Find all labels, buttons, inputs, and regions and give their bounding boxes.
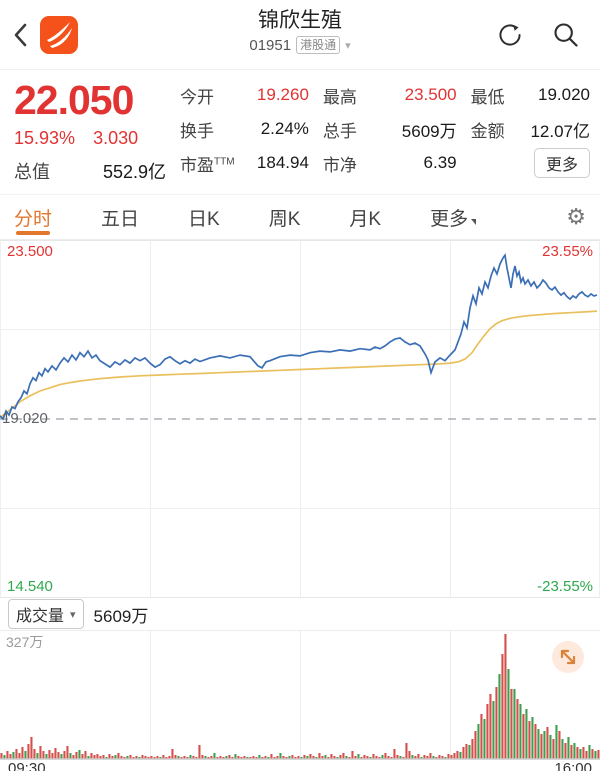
mktcap-label: 总值 xyxy=(14,162,50,182)
more-button[interactable]: 更多 xyxy=(533,148,590,178)
y-max-label: 23.500 xyxy=(7,243,53,260)
quote-panel: 22.050 15.93% 3.030 总值 552.9亿 今开 19.260 最高… xyxy=(0,70,600,194)
pct-min-label: -23.55% xyxy=(537,578,593,595)
dropdown-triangle-icon xyxy=(471,219,477,225)
chevron-left-icon xyxy=(14,23,27,46)
time-axis: 09:30 16:00 xyxy=(0,760,600,771)
change-amount: 3.030 xyxy=(93,128,139,148)
header: 锦欣生殖 01951 港股通 ▾ xyxy=(0,0,600,70)
stat-value: 184.94 xyxy=(256,153,309,172)
stat-今开: 今开 19.260 xyxy=(180,83,309,108)
stat-总手: 总手 5609万 xyxy=(323,117,457,142)
price-line xyxy=(0,253,598,421)
back-button[interactable] xyxy=(4,13,38,57)
tab-label: 五日 xyxy=(101,208,140,230)
mktcap-value: 552.9亿 xyxy=(102,162,166,182)
search-icon[interactable] xyxy=(552,21,580,49)
tab-周K[interactable]: 周K xyxy=(269,195,301,239)
market-tag: 港股通 xyxy=(296,36,341,54)
stat-value: 12.07亿 xyxy=(530,121,590,141)
volume-header: 成交量 ▾ 5609万 xyxy=(0,598,600,631)
tab-分时[interactable]: 分时 xyxy=(14,195,52,239)
tab-更多[interactable]: 更多 xyxy=(430,195,477,239)
current-price: 22.050 xyxy=(14,77,134,123)
stat-最低: 最低 19.020 xyxy=(471,83,590,108)
tab-label: 日K xyxy=(188,208,220,230)
tab-label: 更多 xyxy=(430,208,469,230)
stat-label: 市净 xyxy=(322,155,357,175)
stat-value: 19.020 xyxy=(538,85,590,104)
tab-label: 月K xyxy=(349,208,382,230)
stat-市盈: 市盈TTM 184.94 xyxy=(180,151,309,176)
tab-五日[interactable]: 五日 xyxy=(101,195,139,239)
price-chart-svg xyxy=(0,240,600,598)
stat-value: 6.39 xyxy=(423,153,457,172)
stat-value: 2.24% xyxy=(260,119,309,138)
chart-tab-bar: 分时 五日 日K 周K 月K 更多 ⚙ xyxy=(0,194,600,240)
tab-日K[interactable]: 日K xyxy=(188,195,220,239)
change-percent: 15.93% xyxy=(14,128,76,148)
tab-label: 分时 xyxy=(14,208,53,230)
stat-label: 市盈TTM xyxy=(180,155,235,175)
time-start-label: 09:30 xyxy=(8,760,46,771)
volume-chart[interactable]: 327万 xyxy=(0,631,600,760)
stat-label: 换手 xyxy=(180,121,214,141)
volume-total: 5609万 xyxy=(93,606,149,626)
stat-label: 金额 xyxy=(470,121,505,141)
stat-value: 5609万 xyxy=(401,121,457,141)
stats-grid: 今开 19.260 最高 23.500 最低 19.020 换手 2.24% 总手 5609万 金额… xyxy=(180,78,590,184)
pct-max-label: 23.55% xyxy=(542,243,593,260)
refresh-icon[interactable] xyxy=(496,21,524,49)
y-min-label: 14.540 xyxy=(7,578,53,595)
volume-indicator-select[interactable]: 成交量 ▾ xyxy=(8,599,84,629)
tab-月K[interactable]: 月K xyxy=(349,195,381,239)
volume-label: 成交量 xyxy=(16,608,65,625)
stat-value: 19.260 xyxy=(256,85,309,104)
stat-label: 总手 xyxy=(322,121,357,141)
stat-金额: 金额 12.07亿 xyxy=(471,117,590,142)
gear-icon[interactable]: ⚙ xyxy=(566,204,586,229)
time-end-label: 16:00 xyxy=(554,760,592,771)
stock-code: 01951 xyxy=(249,36,292,54)
intraday-chart[interactable]: 23.500 23.55% 19.020 14.540 -23.55% xyxy=(0,240,600,598)
app-logo-icon[interactable] xyxy=(40,15,78,54)
tab-label: 周K xyxy=(268,208,301,230)
expand-chart-icon[interactable] xyxy=(548,637,588,677)
stat-换手: 换手 2.24% xyxy=(180,117,309,142)
volume-chart-svg xyxy=(0,631,600,760)
stat-label: 最高 xyxy=(322,87,357,107)
volume-max-label: 327万 xyxy=(6,634,44,650)
chevron-down-icon: ▾ xyxy=(70,608,76,621)
stat-label: 最低 xyxy=(470,87,505,107)
stat-市净: 市净 6.39 xyxy=(323,151,457,176)
avg-price-line xyxy=(0,310,598,419)
stat-最高: 最高 23.500 xyxy=(323,83,457,108)
chevron-down-icon: ▾ xyxy=(345,39,351,52)
stat-value: 23.500 xyxy=(404,85,457,104)
stat-label: 今开 xyxy=(180,87,214,107)
prev-close-label: 19.020 xyxy=(2,410,48,427)
